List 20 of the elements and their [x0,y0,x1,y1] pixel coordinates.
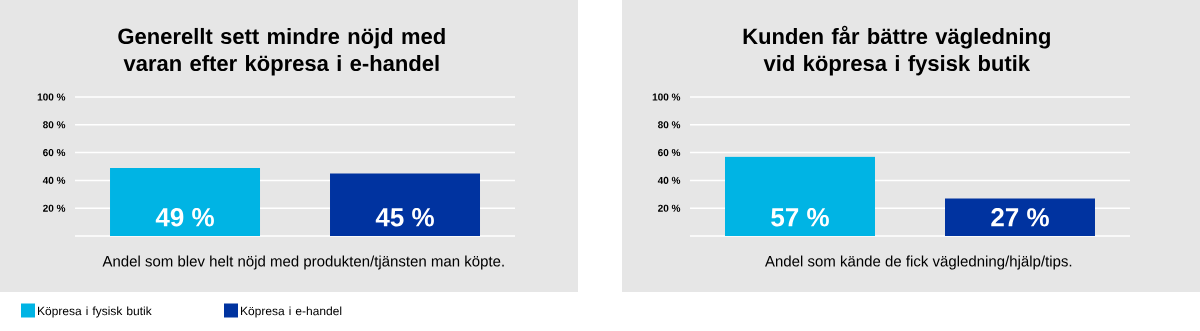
legend-label: Köpresa i e-handel [241,306,342,318]
y-tick-label: 80 % [43,121,66,129]
y-tick-label: 60 % [658,149,681,157]
legend-label: Köpresa i fysisk butik [38,306,152,318]
data-label: 45 % [375,208,434,227]
chart-title: Kunden får bättre vägledning vid köpresa i fysisk butik [743,25,1050,76]
y-tick-label: 40 % [42,176,66,184]
y-tick-label: 80 % [657,121,681,129]
data-label: 57 % [771,208,829,227]
data-label: 49 % [155,208,214,227]
x-axis-title: Andel som kände de fick vägledning/hjälp/tips. [764,255,1072,270]
y-tick-label: 100 % [652,93,681,101]
y-tick-label: 40 % [657,176,681,184]
y-tick-label: 20 % [43,204,66,212]
y-tick-label: 100 % [37,93,66,101]
x-axis-title: Andel som blev helt nöjd med produkten/tjänsten man köpte. [102,255,504,270]
y-tick-label: 60 % [43,149,66,157]
y-tick-label: 20 % [658,204,681,212]
data-label: 27 % [991,208,1049,227]
chart-title: Generellt sett mindre nöjd med varan efter köpresa i e-handel [118,27,445,76]
